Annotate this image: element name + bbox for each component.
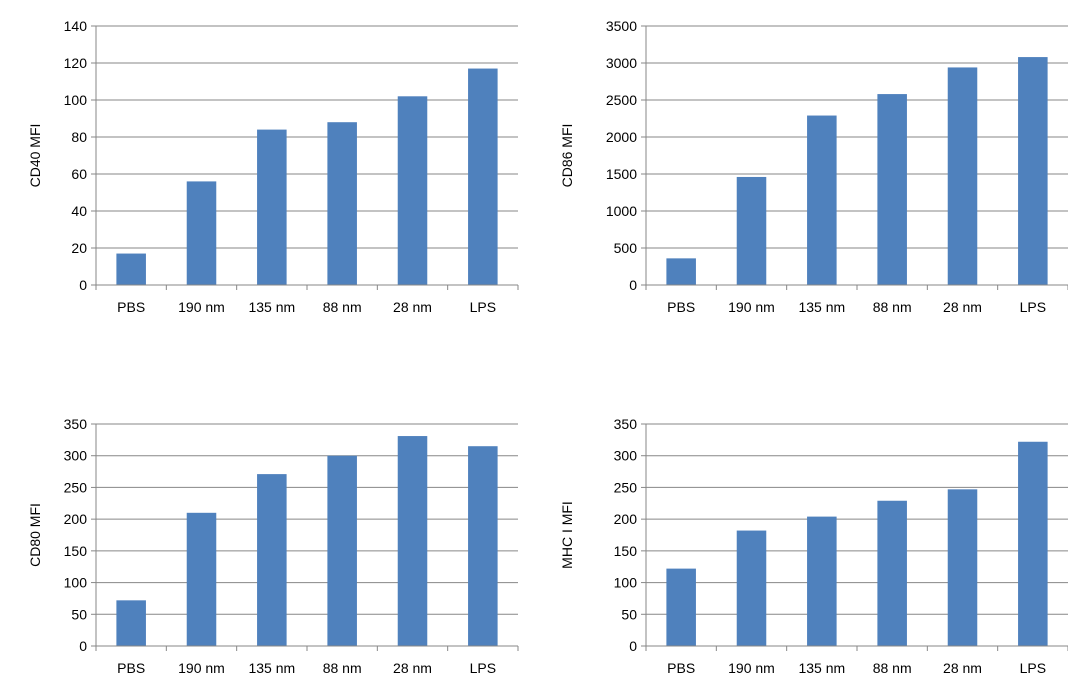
bar [468,68,498,285]
bar [468,446,498,646]
bar [807,516,837,646]
y-tick-label: 20 [71,240,87,256]
bar [116,600,146,646]
y-axis-title: CD40 MFI [27,124,43,188]
y-tick-label: 150 [64,543,88,559]
bar [877,94,907,285]
chart-panel-3: 0 50 100 150 200 250 300 350 PBS 190 nm 135 nm 88 n… [27,416,519,676]
bar [666,568,696,646]
x-tick-label: 88 nm [873,299,912,315]
y-tick-label: 350 [64,416,88,432]
bar [807,115,837,285]
x-tick-label: 28 nm [393,299,432,315]
y-tick-label: 100 [64,92,88,108]
x-tick-label: LPS [1020,660,1046,676]
x-tick-label: 135 nm [248,660,295,676]
bar [257,474,287,646]
x-tick-label: 190 nm [178,299,225,315]
x-tick-label: LPS [470,299,496,315]
y-tick-label: 3000 [606,55,637,71]
chart-panel-2: 0 500 1000 1500 2000 2500 3000 3500 PBS 190 nm 135… [559,18,1068,315]
bar [736,530,767,646]
x-tick-label: PBS [667,660,695,676]
bar [947,67,978,285]
bar [327,455,357,646]
x-tick-label: 88 nm [323,299,362,315]
y-tick-label: 1000 [606,203,637,219]
y-axis-title: CD86 MFI [559,124,575,188]
x-tick-label: PBS [667,299,695,315]
y-tick-label: 0 [79,277,87,293]
y-tick-label: 40 [71,203,87,219]
bar [736,176,767,285]
y-axis-title: MHC I MFI [559,501,575,569]
y-axis-title: CD80 MFI [27,503,43,567]
bar [186,181,217,285]
x-tick-label: 190 nm [178,660,225,676]
x-tick-label: 135 nm [798,299,845,315]
x-tick-label: 28 nm [943,299,982,315]
x-tick-label: 135 nm [248,299,295,315]
y-tick-label: 250 [64,479,88,495]
y-tick-label: 300 [614,448,638,464]
x-tick-label: 28 nm [943,660,982,676]
x-tick-label: LPS [470,660,496,676]
x-tick-label: PBS [117,299,145,315]
y-tick-label: 250 [614,479,638,495]
x-tick-label: 88 nm [323,660,362,676]
bar [327,122,357,285]
bar [1018,441,1048,646]
y-tick-label: 200 [64,511,88,527]
chart-panel-4: 0 50 100 150 200 250 300 350 PBS 190 nm 135 nm 88 n… [559,416,1068,676]
y-tick-label: 300 [64,448,88,464]
x-tick-label: LPS [1020,299,1046,315]
bar [397,96,428,285]
y-tick-label: 80 [71,129,87,145]
y-tick-label: 120 [64,55,88,71]
y-tick-label: 0 [79,638,87,654]
y-tick-label: 0 [629,277,637,293]
x-tick-label: 190 nm [728,299,775,315]
x-tick-label: PBS [117,660,145,676]
y-tick-label: 1500 [606,166,637,182]
y-tick-label: 100 [614,575,638,591]
bar [877,500,907,646]
bar [666,258,696,285]
y-tick-label: 2500 [606,92,637,108]
bar [257,129,287,285]
y-tick-label: 0 [629,638,637,654]
bar [1018,57,1048,285]
y-tick-label: 50 [621,606,637,622]
y-tick-label: 500 [614,240,638,256]
x-tick-label: 135 nm [798,660,845,676]
bar [397,436,428,646]
y-tick-label: 200 [614,511,638,527]
bar [116,253,146,285]
x-tick-label: 190 nm [728,660,775,676]
y-tick-label: 100 [64,575,88,591]
chart-panel-1: 0 20 40 60 80 100 120 140 PBS 190 nm 135 nm 88 nm 28… [27,18,519,315]
x-tick-label: 88 nm [873,660,912,676]
y-tick-label: 350 [614,416,638,432]
bar [947,489,978,646]
bar [186,512,217,646]
y-tick-label: 50 [71,606,87,622]
x-tick-label: 28 nm [393,660,432,676]
y-tick-label: 2000 [606,129,637,145]
y-tick-label: 150 [614,543,638,559]
y-tick-label: 3500 [606,18,637,34]
y-tick-label: 140 [64,18,88,34]
y-tick-label: 60 [71,166,87,182]
